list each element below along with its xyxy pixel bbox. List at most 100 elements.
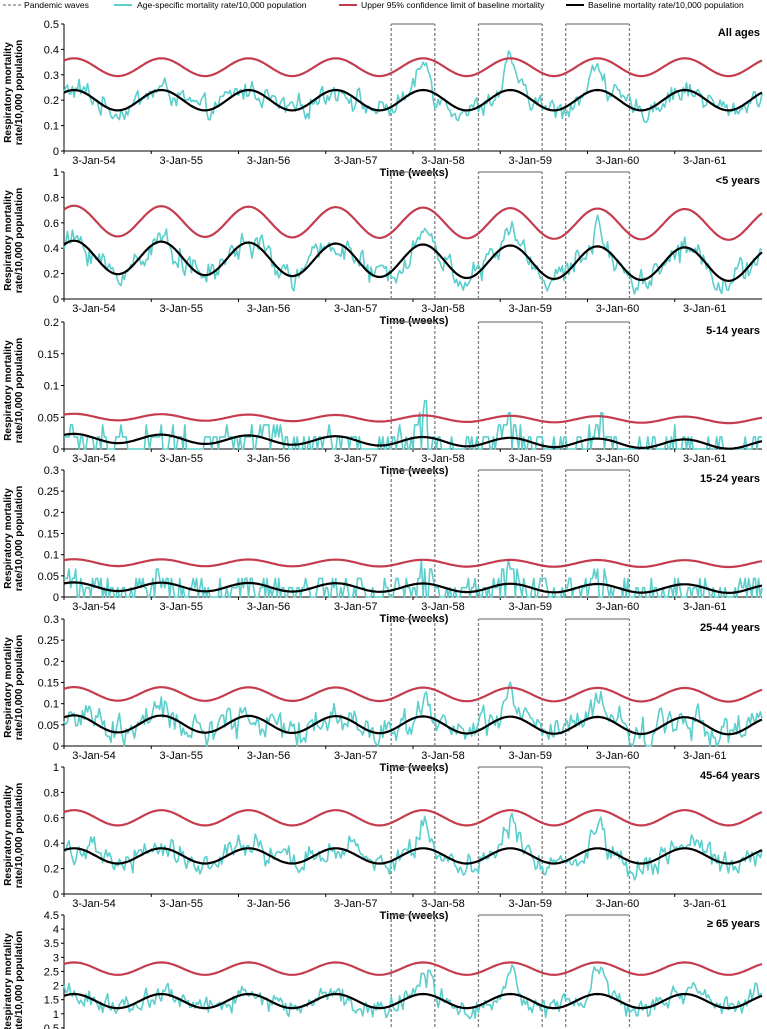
y-axis-label-line1: Respiratory mortality <box>3 190 14 291</box>
x-tick-label: 3-Jan-56 <box>247 601 290 613</box>
y-tick-label: 0 <box>53 146 59 158</box>
x-tick-label: 3-Jan-56 <box>247 303 290 315</box>
x-axis-label: Time (weeks) <box>380 465 449 477</box>
panel-1: 0 0.2 0.4 0.6 0.8 1 3-Jan-54 3-Jan-55 3-Jan-56 3-… <box>3 167 763 327</box>
y-axis-label: Respiratory mortalityrate/10,000 populat… <box>3 486 25 592</box>
x-tick-label: 3-Jan-57 <box>334 453 377 465</box>
panel-title: 5-14 years <box>706 325 760 337</box>
y-tick-label: 1 <box>53 762 59 774</box>
x-tick-label: 3-Jan-61 <box>683 155 726 167</box>
series-upper-ci <box>63 558 763 569</box>
legend-label-upper_ci: Upper 95% confidence limit of baseline m… <box>361 0 545 10</box>
y-tick-label: 0.2 <box>44 507 59 519</box>
y-tick-label: 0.3 <box>44 465 59 477</box>
x-tick-label: 3-Jan-55 <box>160 303 203 315</box>
series-baseline <box>63 992 763 1010</box>
y-tick-label: 0.05 <box>38 720 59 732</box>
y-axis-label: Respiratory mortalityrate/10,000 populat… <box>3 338 25 444</box>
y-tick-label: 0 <box>53 592 59 604</box>
x-axis-label: Time (weeks) <box>380 910 449 922</box>
x-tick-label: 3-Jan-58 <box>421 155 464 167</box>
x-tick-label: 3-Jan-54 <box>72 601 115 613</box>
y-tick-label: 0.4 <box>44 243 59 255</box>
y-axis-label: Respiratory mortalityrate/10,000 populat… <box>3 783 25 889</box>
y-axis-label-line2: rate/10,000 population <box>14 486 25 592</box>
y-axis-label-line2: rate/10,000 population <box>14 931 25 1029</box>
legend: Pandemic waves Age-specific mortality rat… <box>3 0 744 10</box>
x-tick-label: 3-Jan-57 <box>334 750 377 762</box>
series-upper-ci <box>63 204 763 241</box>
y-tick-label: 2 <box>53 981 59 993</box>
x-axis-label: Time (weeks) <box>380 167 449 179</box>
x-tick-label: 3-Jan-57 <box>334 303 377 315</box>
y-tick-label: 0.6 <box>44 218 59 230</box>
x-tick-label: 3-Jan-61 <box>683 750 726 762</box>
panel-4: 0 0.05 0.1 0.15 0.2 0.25 0.3 3-Jan-54 3-Jan-55 3-… <box>3 614 763 774</box>
x-tick-label: 3-Jan-56 <box>247 155 290 167</box>
x-tick-label: 3-Jan-61 <box>683 303 726 315</box>
y-tick-label: 0.5 <box>44 19 59 31</box>
y-tick-label: 0.2 <box>44 95 59 107</box>
series-age-specific <box>63 214 763 295</box>
y-axis-label-line2: rate/10,000 population <box>14 338 25 444</box>
y-tick-label: 1 <box>53 1009 59 1021</box>
series-age-specific <box>63 681 763 747</box>
y-axis-label-line2: rate/10,000 population <box>14 635 25 741</box>
panel-title: All ages <box>718 27 760 39</box>
y-tick-label: 4.5 <box>44 910 59 922</box>
x-tick-label: 3-Jan-61 <box>683 898 726 910</box>
x-tick-label: 3-Jan-55 <box>160 750 203 762</box>
series-upper-ci <box>63 809 763 827</box>
x-tick-label: 3-Jan-58 <box>421 303 464 315</box>
series-baseline <box>63 714 763 736</box>
y-tick-label: 0.05 <box>38 571 59 583</box>
x-tick-label: 3-Jan-59 <box>509 303 552 315</box>
x-tick-label: 3-Jan-60 <box>596 155 639 167</box>
legend-label-baseline: Baseline mortality rate/10,000 populatio… <box>588 0 744 10</box>
y-tick-label: 0.4 <box>44 44 59 56</box>
series-baseline <box>63 432 763 450</box>
y-tick-label: 3.5 <box>44 938 59 950</box>
y-tick-label: 0.25 <box>38 486 59 498</box>
series-upper-ci <box>63 57 763 78</box>
y-tick-label: 0.15 <box>38 349 59 361</box>
y-tick-label: 1.5 <box>44 995 59 1007</box>
x-tick-label: 3-Jan-55 <box>160 898 203 910</box>
y-tick-label: 0.15 <box>38 678 59 690</box>
y-tick-label: 3 <box>53 952 59 964</box>
y-tick-label: 0.1 <box>44 699 59 711</box>
series-baseline <box>63 88 763 112</box>
x-tick-label: 3-Jan-59 <box>509 750 552 762</box>
y-axis-label: Respiratory mortalityrate/10,000 populat… <box>3 635 25 741</box>
x-tick-label: 3-Jan-54 <box>72 750 115 762</box>
x-tick-label: 3-Jan-54 <box>72 155 115 167</box>
y-tick-label: 4 <box>53 924 59 936</box>
y-tick-label: 0.1 <box>44 381 59 393</box>
y-tick-label: 0.05 <box>38 412 59 424</box>
series-baseline <box>63 847 763 865</box>
x-tick-label: 3-Jan-60 <box>596 303 639 315</box>
panel-title: 45-64 years <box>700 770 760 782</box>
y-axis-label: Respiratory mortalityrate/10,000 populat… <box>3 188 25 294</box>
series-age-specific <box>64 399 762 450</box>
y-tick-label: 0 <box>53 294 59 306</box>
y-tick-label: 0.25 <box>38 635 59 647</box>
panel-title: 15-24 years <box>700 473 760 485</box>
x-tick-label: 3-Jan-56 <box>247 750 290 762</box>
y-tick-label: 0.8 <box>44 787 59 799</box>
y-tick-label: 0.2 <box>44 317 59 329</box>
x-tick-label: 3-Jan-58 <box>421 453 464 465</box>
x-tick-label: 3-Jan-55 <box>160 155 203 167</box>
panel-5: 0 0.2 0.4 0.6 0.8 1 3-Jan-54 3-Jan-55 3-Jan-56 3-… <box>3 762 763 922</box>
series-age-specific <box>63 50 763 124</box>
panel-title: ≥ 65 years <box>707 918 760 930</box>
x-tick-label: 3-Jan-54 <box>72 898 115 910</box>
series-baseline <box>63 581 763 594</box>
y-tick-label: 0.3 <box>44 70 59 82</box>
x-tick-label: 3-Jan-60 <box>596 750 639 762</box>
x-tick-label: 3-Jan-61 <box>683 453 726 465</box>
x-tick-label: 3-Jan-57 <box>334 601 377 613</box>
series-upper-ci <box>63 412 763 425</box>
